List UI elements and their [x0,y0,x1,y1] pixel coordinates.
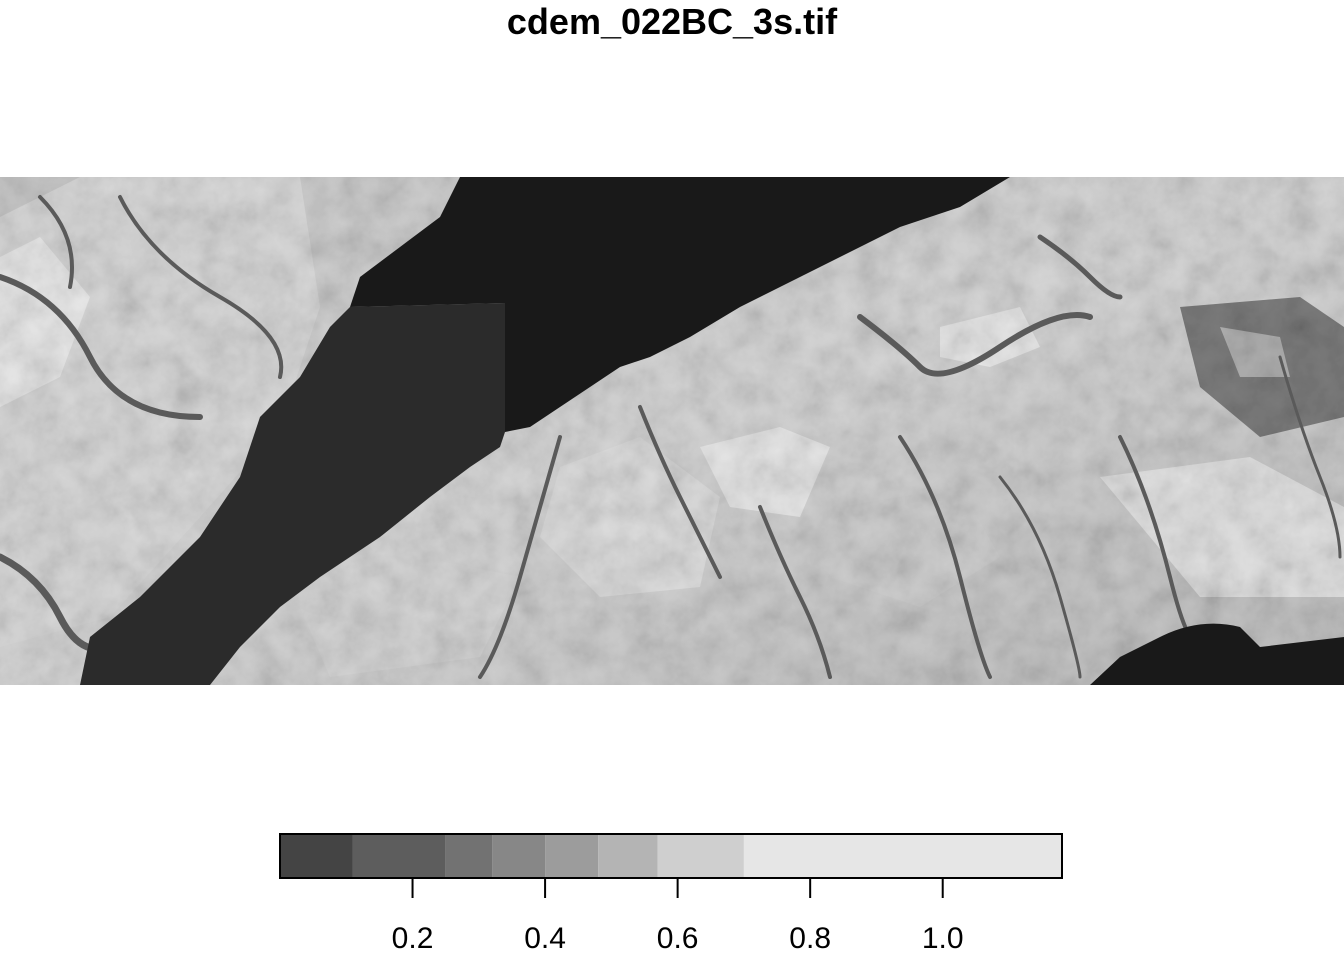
map-title: cdem_022BC_3s.tif [506,1,838,42]
legend-tick-label: 0.2 [392,922,434,955]
legend-bin-6 [657,834,744,878]
legend-tick-label: 1.0 [922,922,964,955]
legend-bin-0 [280,834,353,878]
legend-frame [279,833,1063,879]
legend-ticks: 0.2 0.4 0.6 0.8 1.0 [392,878,964,955]
legend-tick-label: 0.4 [524,922,566,955]
water-bodies [80,177,1344,685]
elevation-raster [0,177,1344,685]
legend-bin-1 [352,834,446,878]
legend-tick-label: 0.8 [789,922,831,955]
color-legend: 0.2 0.4 0.6 0.8 1.0 [279,833,1063,955]
legend-bin-4 [545,834,599,878]
legend-bin-2 [445,834,493,878]
legend-tick-label: 0.6 [657,922,699,955]
legend-bin-5 [598,834,658,878]
legend-bin-3 [492,834,546,878]
river-valleys [0,195,1342,679]
legend-bin-7 [743,834,1062,878]
legend-color-bins [280,834,1062,878]
